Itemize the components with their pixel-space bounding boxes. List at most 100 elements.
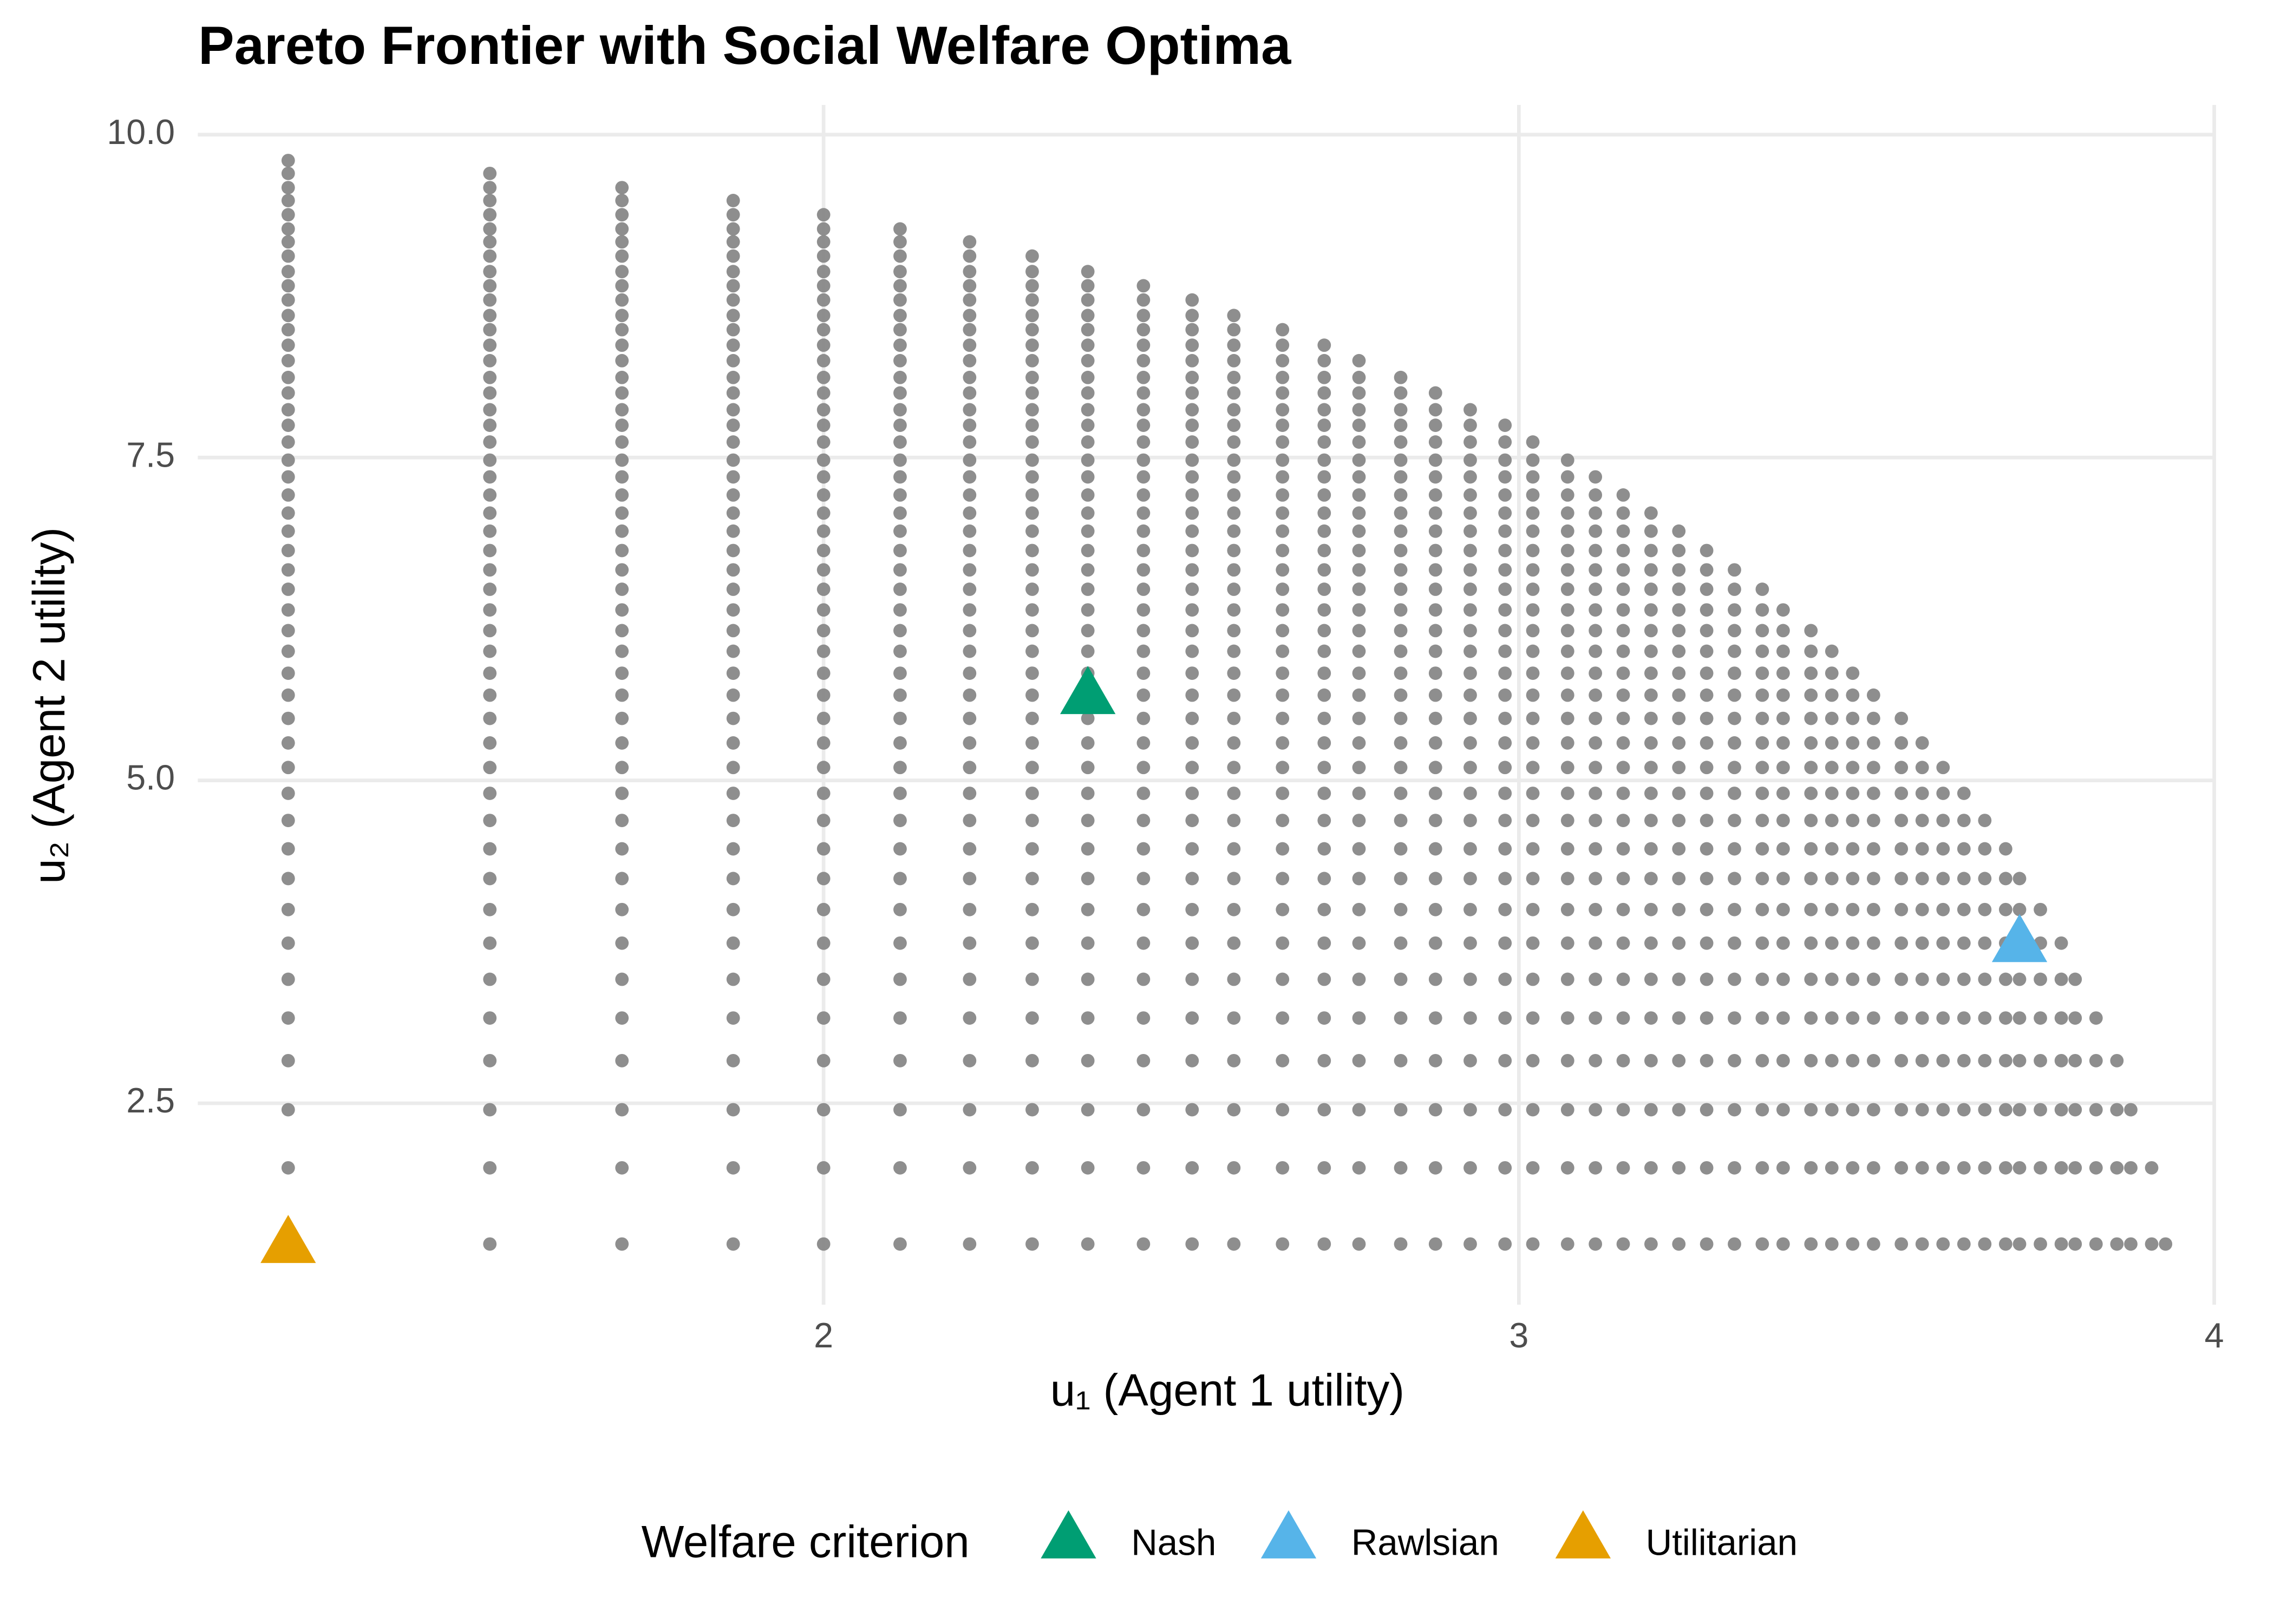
- frontier-point: [816, 563, 831, 577]
- frontier-point: [963, 1011, 977, 1025]
- frontier-point: [1185, 761, 1199, 775]
- frontier-point: [893, 603, 907, 617]
- frontier-point: [1185, 403, 1199, 417]
- frontier-point: [1672, 1011, 1686, 1025]
- frontier-point: [1025, 1237, 1039, 1251]
- frontier-point: [1352, 1103, 1366, 1117]
- frontier-point: [281, 736, 295, 750]
- frontier-point: [2054, 1053, 2068, 1068]
- frontier-point: [1804, 624, 1818, 638]
- frontier-point: [483, 1103, 497, 1117]
- frontier-point: [1463, 403, 1477, 417]
- frontier-point: [1644, 787, 1658, 800]
- frontier-point: [963, 249, 977, 263]
- frontier-point: [1498, 688, 1512, 702]
- frontier-point: [1894, 814, 1909, 827]
- frontier-point: [1825, 936, 1839, 950]
- frontier-point: [1227, 711, 1241, 725]
- frontier-point: [1755, 902, 1769, 916]
- frontier-point: [1998, 1103, 2012, 1117]
- frontier-point: [1589, 1053, 1603, 1068]
- frontier-point: [1936, 1161, 1950, 1175]
- frontier-point: [1428, 435, 1442, 449]
- frontier-point: [1463, 972, 1477, 986]
- frontier-point: [1317, 736, 1331, 750]
- frontier-point: [963, 1161, 977, 1175]
- frontier-point: [1025, 418, 1039, 432]
- frontier-point: [615, 386, 629, 400]
- frontier-point: [1185, 711, 1199, 725]
- frontier-point: [1463, 872, 1477, 886]
- frontier-point: [1894, 842, 1909, 856]
- frontier-point: [726, 787, 740, 800]
- frontier-point: [963, 418, 977, 432]
- frontier-point: [483, 222, 497, 236]
- frontier-point: [1672, 787, 1686, 800]
- frontier-point: [1428, 1011, 1442, 1025]
- frontier-point: [483, 1161, 497, 1175]
- frontier-point: [1755, 1053, 1769, 1068]
- frontier-point: [963, 386, 977, 400]
- frontier-point: [1936, 761, 1950, 775]
- frontier-point: [893, 666, 907, 680]
- frontier-point: [726, 265, 740, 279]
- frontier-point: [2159, 1237, 2173, 1251]
- frontier-point: [1276, 323, 1290, 337]
- frontier-point: [816, 711, 831, 725]
- frontier-point: [1915, 761, 1929, 775]
- frontier-point: [816, 624, 831, 638]
- frontier-point: [1498, 644, 1512, 658]
- frontier-point: [2089, 1103, 2103, 1117]
- frontier-point: [1978, 1103, 1992, 1117]
- frontier-point: [483, 543, 497, 558]
- frontier-point: [893, 488, 907, 502]
- frontier-point: [963, 814, 977, 827]
- frontier-point: [1894, 787, 1909, 800]
- frontier-point: [1317, 936, 1331, 950]
- frontier-point: [1227, 972, 1241, 986]
- frontier-point: [1463, 814, 1477, 827]
- frontier-point: [483, 787, 497, 800]
- frontier-point: [483, 506, 497, 520]
- frontier-point: [1463, 435, 1477, 449]
- frontier-point: [1227, 644, 1241, 658]
- frontier-point: [1276, 370, 1290, 384]
- frontier-point: [615, 842, 629, 856]
- frontier-point: [816, 265, 831, 279]
- frontier-point: [1672, 711, 1686, 725]
- frontier-point: [1428, 644, 1442, 658]
- frontier-point: [1352, 872, 1366, 886]
- frontier-point: [1185, 488, 1199, 502]
- frontier-point: [1804, 644, 1818, 658]
- frontier-point: [1025, 902, 1039, 916]
- frontier-point: [483, 279, 497, 293]
- frontier-point: [615, 418, 629, 432]
- frontier-point: [1081, 370, 1095, 384]
- frontier-point: [1081, 972, 1095, 986]
- frontier-point: [2110, 1237, 2124, 1251]
- points: [281, 154, 2173, 1251]
- frontier-point: [615, 624, 629, 638]
- frontier-point: [1394, 418, 1408, 432]
- frontier-point: [1352, 435, 1366, 449]
- frontier-point: [963, 872, 977, 886]
- frontier-point: [1728, 814, 1741, 827]
- frontier-point: [1317, 1103, 1331, 1117]
- frontier-point: [1352, 842, 1366, 856]
- frontier-point: [1560, 736, 1574, 750]
- frontier-point: [2110, 1161, 2124, 1175]
- frontier-point: [1978, 1053, 1992, 1068]
- frontier-point: [1428, 711, 1442, 725]
- frontier-point: [281, 624, 295, 638]
- frontier-point: [281, 488, 295, 502]
- frontier-point: [483, 470, 497, 484]
- frontier-point: [1136, 644, 1151, 658]
- frontier-point: [1846, 902, 1860, 916]
- frontier-point: [1644, 1053, 1658, 1068]
- frontier-point: [1728, 711, 1741, 725]
- frontier-point: [1394, 1011, 1408, 1025]
- frontier-point: [483, 435, 497, 449]
- frontier-point: [1498, 972, 1512, 986]
- frontier-point: [2068, 1011, 2082, 1025]
- frontier-point: [1728, 624, 1741, 638]
